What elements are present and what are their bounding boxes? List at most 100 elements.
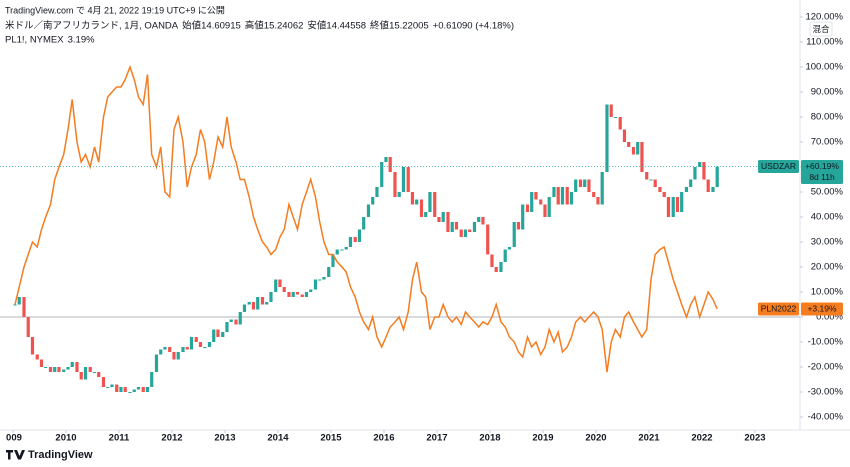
candle xyxy=(459,229,463,237)
candle xyxy=(159,349,163,355)
candle xyxy=(318,279,322,281)
candle xyxy=(446,212,450,232)
y-tick-label: 30.00% xyxy=(811,237,844,248)
y-tick-label: 70.00% xyxy=(811,137,844,148)
x-tick-label: 2010 xyxy=(55,433,76,444)
candle xyxy=(322,277,326,280)
candle xyxy=(565,187,569,205)
candle xyxy=(675,197,680,212)
candle xyxy=(393,172,397,197)
candle xyxy=(128,392,132,393)
candle xyxy=(516,222,521,230)
y-tick-label: -10.00% xyxy=(808,337,844,348)
candle xyxy=(30,337,35,355)
y-tick-label: -20.00% xyxy=(808,362,844,373)
candle xyxy=(560,187,565,205)
y-tick-label: 120.00% xyxy=(805,12,843,23)
candle xyxy=(468,229,472,232)
y-tick-label: 50.00% xyxy=(811,187,844,198)
series-line xyxy=(14,64,718,373)
candle xyxy=(203,347,207,348)
candle xyxy=(689,179,693,187)
candle xyxy=(287,292,291,297)
candle xyxy=(327,267,331,277)
candle xyxy=(181,347,185,352)
candle xyxy=(225,322,229,332)
scale-button[interactable] xyxy=(809,21,833,37)
candle xyxy=(636,142,640,155)
change: +0.61090 (+4.18%) xyxy=(433,21,514,32)
candle xyxy=(295,292,300,295)
candle xyxy=(88,367,92,372)
candle xyxy=(62,369,66,372)
compare-title: PL1!, NYMEX xyxy=(5,35,64,46)
candle xyxy=(362,217,366,230)
x-tick-label: 2016 xyxy=(373,433,394,444)
candle xyxy=(653,179,657,187)
x-tick-label: 2018 xyxy=(479,433,500,444)
x-tick-label: 2015 xyxy=(320,433,342,444)
y-tick-label: 20.00% xyxy=(811,262,844,273)
candle xyxy=(194,337,198,342)
ohlc-label: 終値 xyxy=(370,20,390,32)
candle xyxy=(627,142,631,147)
candle xyxy=(79,372,83,380)
candle xyxy=(711,187,715,192)
last-value-tag xyxy=(801,160,843,185)
candle xyxy=(605,104,609,172)
candle xyxy=(22,297,26,317)
candle xyxy=(70,362,74,367)
candle xyxy=(415,199,419,205)
last-value-label: +60.19% xyxy=(805,161,839,171)
candle xyxy=(353,237,357,242)
candle xyxy=(185,347,189,350)
candle xyxy=(662,192,666,197)
candle xyxy=(552,187,556,197)
candle xyxy=(499,262,503,272)
ohlc-value: 15.22005 xyxy=(389,21,429,32)
y-tick-label: 100.00% xyxy=(805,62,843,73)
candle xyxy=(397,192,401,197)
candle xyxy=(13,304,17,306)
candle xyxy=(702,162,706,180)
candle xyxy=(454,222,459,230)
candle xyxy=(44,367,48,368)
ohlc-value: 15.24062 xyxy=(264,21,304,32)
last-value-label: +3.19% xyxy=(807,303,837,313)
candle xyxy=(150,372,154,387)
y-tick-label: 10.00% xyxy=(811,287,844,298)
candle xyxy=(123,387,127,392)
series-tag-name: PLN2022 xyxy=(761,303,797,313)
candle xyxy=(39,359,44,367)
candle xyxy=(282,287,286,292)
candle xyxy=(486,224,490,255)
candle xyxy=(424,212,428,217)
x-tick-label: 2012 xyxy=(161,433,182,444)
candle xyxy=(658,187,662,192)
scale-button-label[interactable]: 混合 xyxy=(812,24,830,34)
candle xyxy=(300,294,304,297)
candle xyxy=(477,217,481,222)
candle xyxy=(57,367,61,372)
candle xyxy=(715,166,719,187)
candle xyxy=(242,304,247,312)
candle xyxy=(472,222,477,232)
candle xyxy=(278,279,282,287)
candle xyxy=(189,337,194,350)
candle xyxy=(110,384,114,387)
candle xyxy=(357,229,362,242)
candle xyxy=(450,222,454,232)
brand-name: TradingView xyxy=(28,449,93,461)
candle xyxy=(401,167,406,192)
candle xyxy=(260,297,265,305)
candle xyxy=(83,367,88,380)
candle xyxy=(437,217,441,222)
candle xyxy=(53,367,57,372)
x-tick-label: 2017 xyxy=(426,433,447,444)
candle xyxy=(494,267,498,272)
candle xyxy=(132,389,136,392)
candle xyxy=(172,352,176,360)
